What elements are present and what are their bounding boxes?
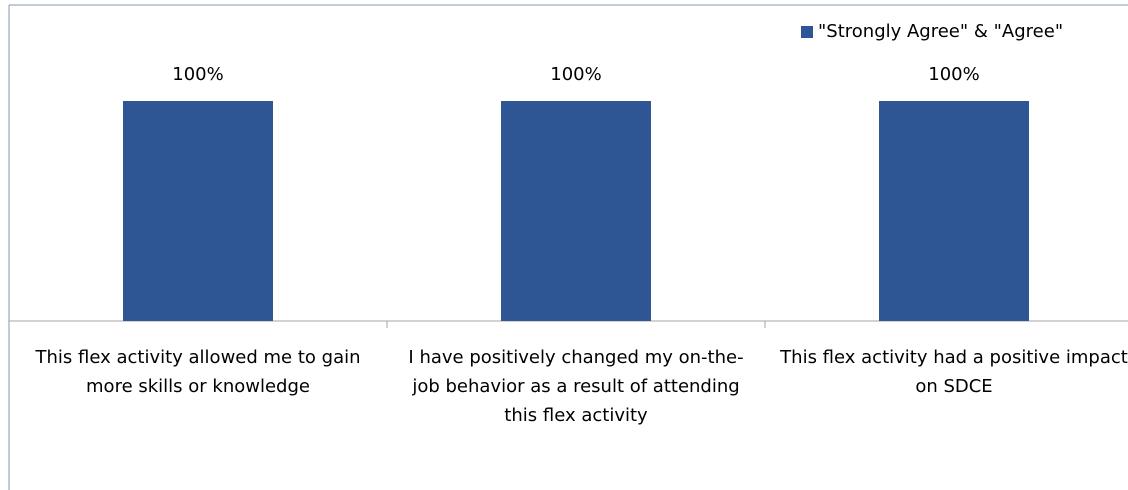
x-tick-label: I have positively changed my on-the-job …	[408, 347, 744, 426]
bar	[501, 101, 651, 321]
x-tick-label: This flex activity had a positive impact…	[780, 347, 1128, 397]
value-label: 100%	[172, 64, 223, 85]
legend-label: "Strongly Agree" & "Agree"	[818, 21, 1063, 42]
legend-swatch	[801, 26, 813, 38]
bar	[879, 101, 1029, 321]
value-label: 100%	[550, 64, 601, 85]
bar	[123, 101, 273, 321]
x-tick-label: This flex activity allowed me to gain mo…	[35, 347, 361, 397]
value-label: 100%	[928, 64, 979, 85]
